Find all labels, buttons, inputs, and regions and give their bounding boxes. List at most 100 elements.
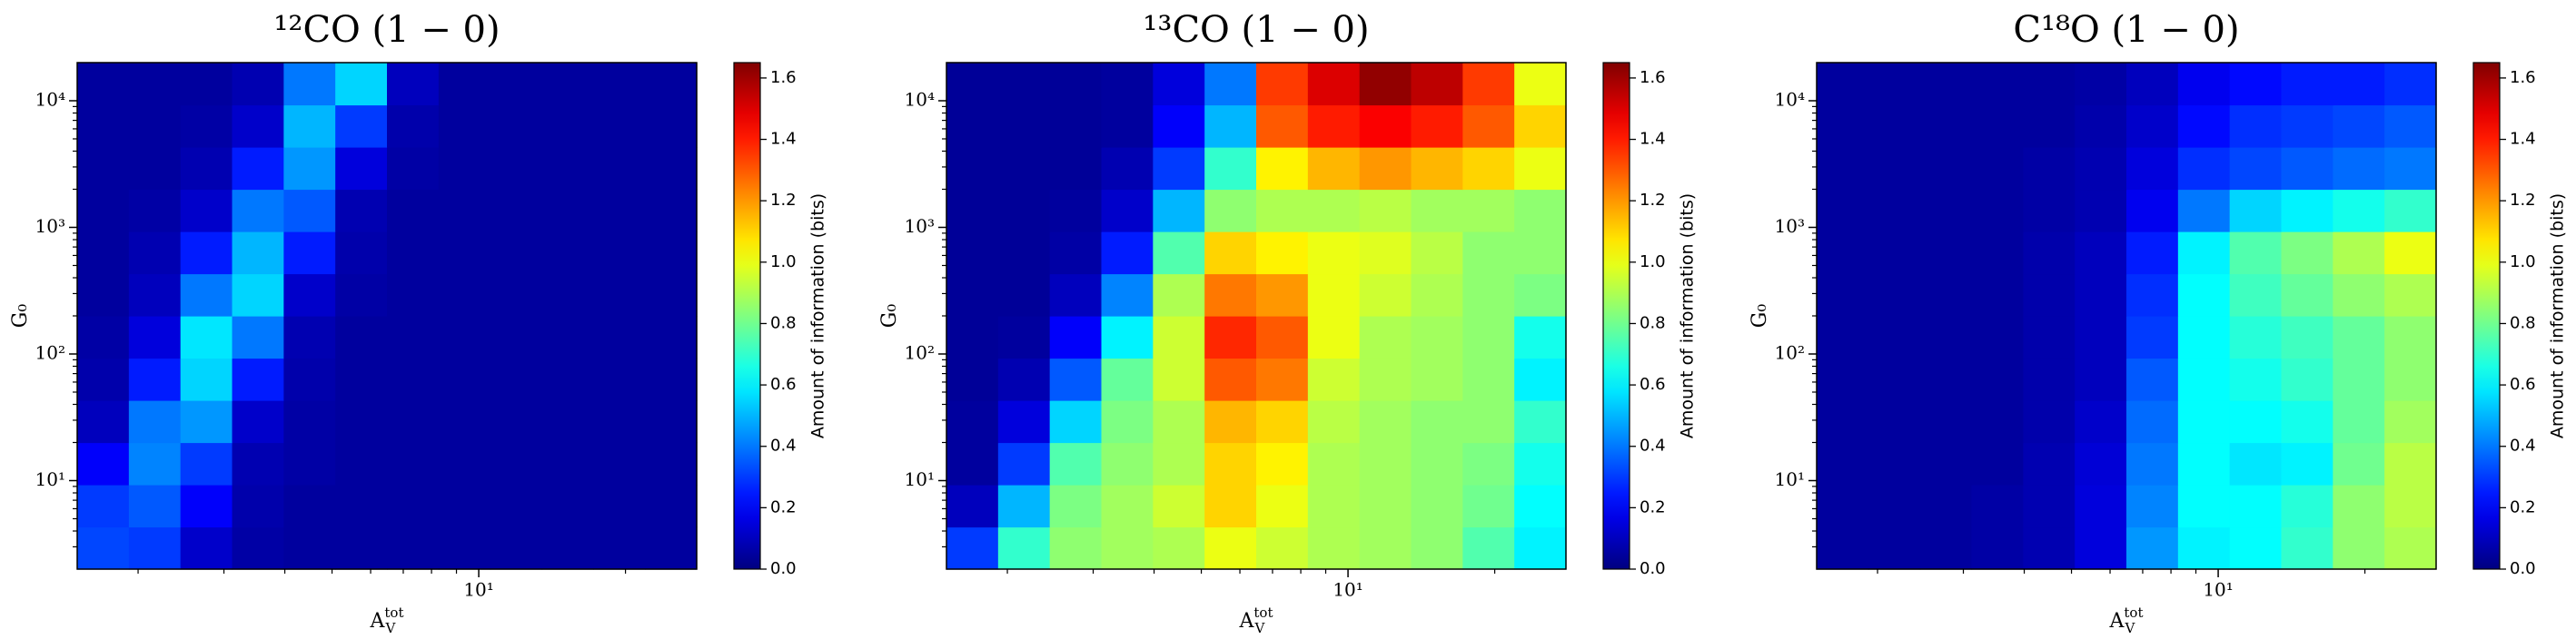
heatmap-cell [2177, 63, 2231, 106]
heatmap-cell [2229, 526, 2283, 570]
heatmap-cell [438, 442, 491, 486]
x-axis-label: Atot V [2109, 605, 2144, 636]
heatmap-cell [77, 526, 130, 570]
heatmap-cell [1462, 63, 1515, 106]
chart-title: C¹⁸O (1 − 0) [2013, 9, 2239, 51]
heatmap-cell [541, 189, 594, 232]
heatmap-cell [1204, 358, 1257, 401]
heatmap-cell [2281, 189, 2333, 232]
heatmap-cell [1462, 358, 1515, 401]
heatmap-cell [283, 104, 336, 148]
colorbar-tick-label: 1.4 [1640, 130, 1666, 149]
heatmap-cell [2229, 400, 2283, 444]
heatmap-cell [128, 104, 182, 148]
heatmap-cell [77, 442, 130, 486]
heatmap-cell [1307, 231, 1361, 275]
heatmap-cell [128, 273, 182, 317]
heatmap-cell [1411, 231, 1463, 275]
heatmap-cell [946, 147, 999, 191]
heatmap-cell [1971, 104, 2024, 148]
heatmap-cell [2384, 400, 2437, 444]
heatmap-cell [1514, 316, 1567, 359]
heatmap-cell [1514, 358, 1567, 401]
heatmap-cell [1153, 63, 1205, 106]
heatmap-cell [180, 400, 233, 444]
heatmap-cell [946, 526, 999, 570]
heatmap-cell [387, 485, 440, 528]
heatmap-cell [946, 485, 999, 528]
heatmap-cell [997, 63, 1051, 106]
heatmap-cell [1256, 316, 1309, 359]
panel: 10¹ 10¹ 10² 10³ 10⁴ C¹⁸O (1 − 0) Atot V G₀ 0.0 0.2… [1749, 9, 2568, 636]
heatmap-cell [1462, 485, 1515, 528]
heatmap-cell [1153, 442, 1205, 486]
heatmap-cell [1204, 189, 1257, 232]
heatmap-cell [232, 358, 284, 401]
heatmap-cell [645, 358, 698, 401]
heatmap-cell [593, 104, 646, 148]
heatmap-cell [1153, 316, 1205, 359]
heatmap-cell [2177, 147, 2231, 191]
colorbar-tick-label: 0.6 [2510, 375, 2536, 394]
heatmap-cell [438, 485, 491, 528]
heatmap-cell [490, 526, 543, 570]
heatmap-cell [997, 189, 1051, 232]
heatmap-cell [232, 147, 284, 191]
heatmap-cell [2229, 231, 2283, 275]
heatmap-cell [946, 358, 999, 401]
colorbar-tick-label: 0.0 [1640, 559, 1666, 578]
heatmap-cell [438, 400, 491, 444]
heatmap-cell [2075, 231, 2127, 275]
heatmap-cell [1153, 273, 1205, 317]
heatmap-cell [1204, 400, 1257, 444]
heatmap-cell [128, 485, 182, 528]
heatmap-cell [2384, 104, 2437, 148]
heatmap-cell [2384, 358, 2437, 401]
heatmap-cell [1101, 231, 1154, 275]
heatmap-cell [2281, 400, 2333, 444]
heatmap-cell [1817, 526, 1869, 570]
heatmap-cell [1868, 358, 1921, 401]
heatmap-cell [128, 63, 182, 106]
heatmap-cell [490, 63, 543, 106]
heatmap-cell [1817, 104, 1869, 148]
heatmap-cell [2023, 63, 2076, 106]
heatmap-cell [645, 273, 698, 317]
heatmap-cell [1919, 104, 1973, 148]
heatmap-cell [2229, 273, 2283, 317]
heatmap-cell [232, 63, 284, 106]
heatmap-cell [593, 400, 646, 444]
heatmap-cell [1359, 442, 1412, 486]
heatmap-cell [232, 316, 284, 359]
heatmap-cell [645, 104, 698, 148]
heatmap-cell [2075, 189, 2127, 232]
colorbar-tick-label: 1.0 [1640, 252, 1666, 271]
heatmap-cell [1462, 231, 1515, 275]
heatmap-cell [180, 63, 233, 106]
heatmap-cell [77, 63, 130, 106]
heatmap-cell [2023, 358, 2076, 401]
heatmap-cell [1101, 485, 1154, 528]
heatmap-cell [1817, 400, 1869, 444]
heatmap-cell [541, 485, 594, 528]
y-axis-label: G₀ [878, 304, 901, 329]
heatmap-cell [1153, 358, 1205, 401]
heatmap-cell [1359, 316, 1412, 359]
colorbar-tick-label: 1.2 [770, 191, 797, 210]
heatmap-cell [2281, 273, 2333, 317]
heatmap-cell [1514, 442, 1567, 486]
heatmap-cell [1101, 316, 1154, 359]
heatmap-cell [2229, 316, 2283, 359]
heatmap-cell [593, 231, 646, 275]
heatmap-cell [1049, 485, 1103, 528]
colorbar-tick-label: 0.8 [1640, 313, 1666, 332]
heatmap-cell [2229, 442, 2283, 486]
heatmap-cell [283, 526, 336, 570]
heatmap-cell [1307, 316, 1361, 359]
heatmap-cell [1817, 442, 1869, 486]
heatmap-cell [232, 189, 284, 232]
heatmap-cell [1256, 147, 1309, 191]
y-tick-label: 10³ [1775, 215, 1805, 237]
heatmap-cell [1462, 273, 1515, 317]
heatmap-cell [593, 526, 646, 570]
